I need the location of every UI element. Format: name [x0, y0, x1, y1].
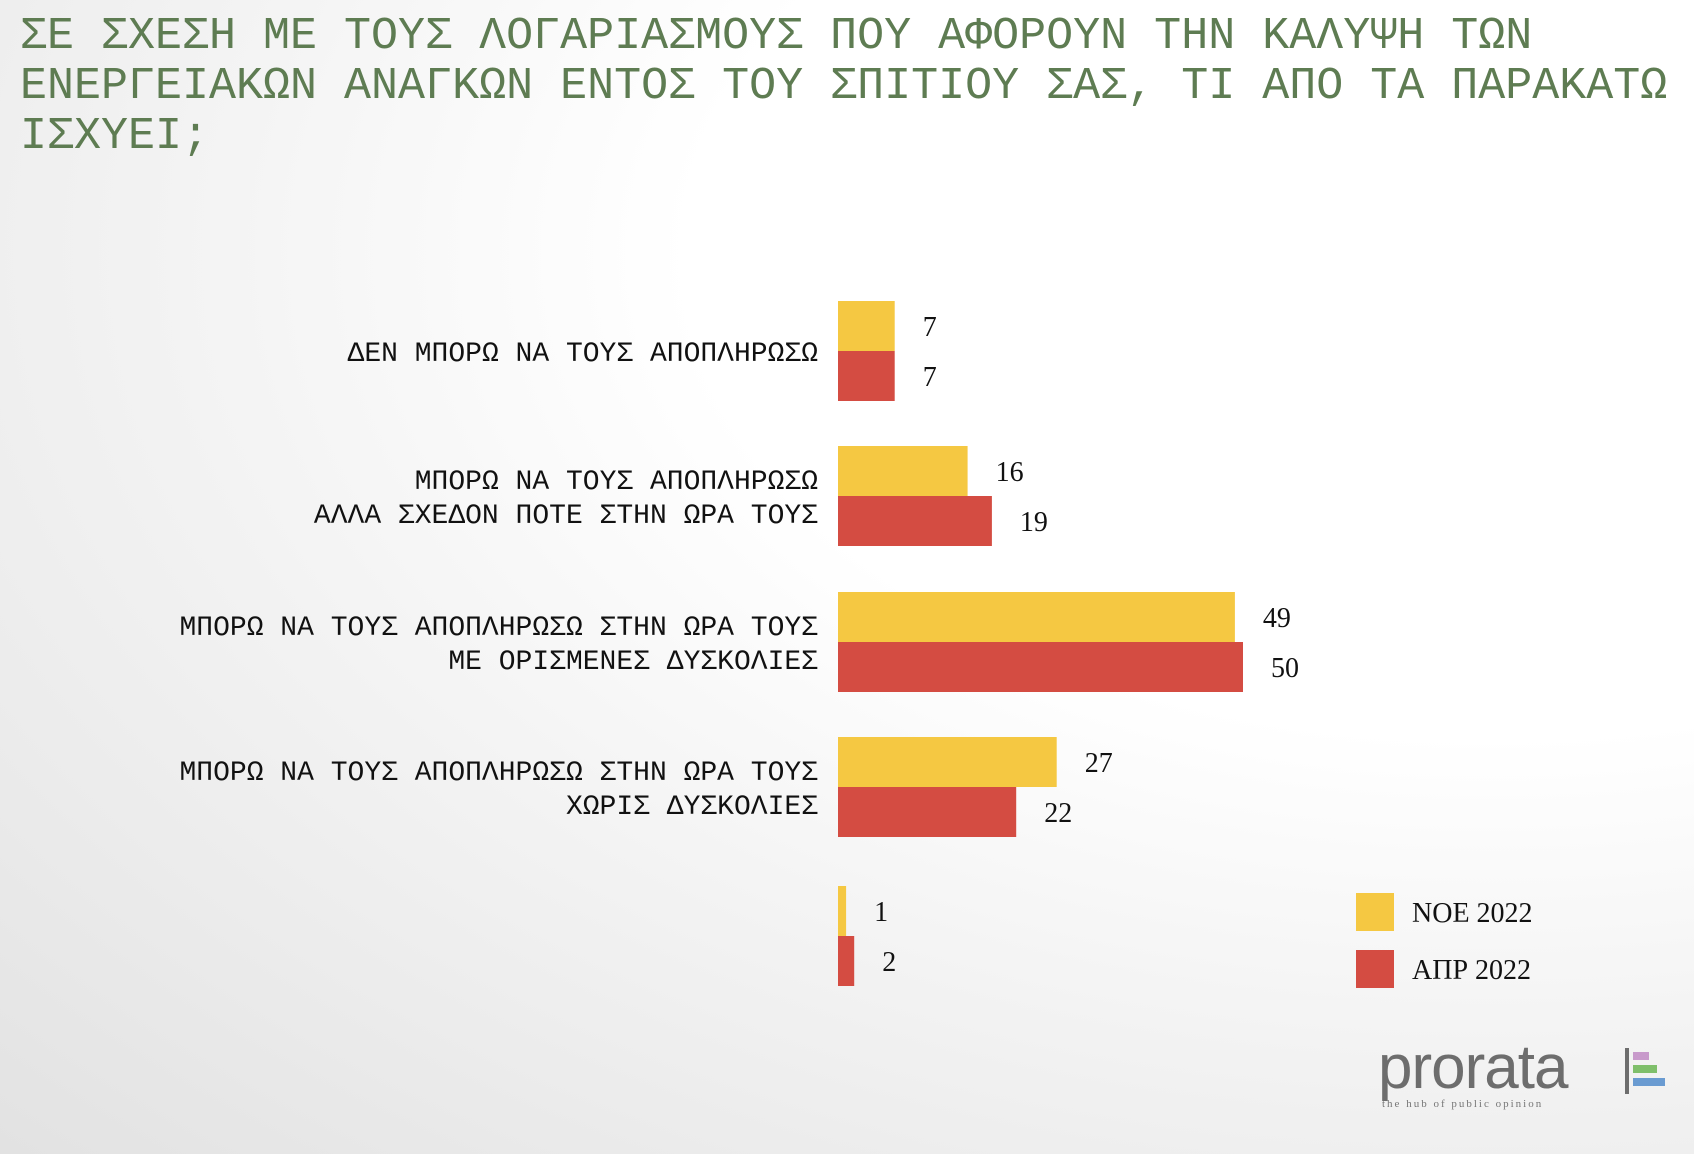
- prorata-logo: prorata the hub of public opinion: [1378, 1033, 1668, 1115]
- category-label: ΜΠΟΡΩ ΝΑ ΤΟΥΣ ΑΠΟΠΛΗΡΩΣΩ ΣΤΗΝ ΩΡΑ ΤΟΥΣ: [179, 613, 818, 644]
- logo-bars-icon: [1625, 1048, 1665, 1094]
- data-label: 16: [996, 457, 1024, 488]
- category-label: ΜΠΟΡΩ ΝΑ ΤΟΥΣ ΑΠΟΠΛΗΡΩΣΩ: [415, 467, 818, 498]
- data-label: 50: [1271, 653, 1299, 684]
- bar-series-2: [838, 787, 1017, 837]
- bar-series-1: [838, 446, 968, 496]
- legend-label: ΝΟΕ 2022: [1412, 898, 1533, 929]
- legend-swatch: [1356, 893, 1394, 931]
- bar-series-1: [838, 886, 847, 936]
- logo-tagline: the hub of public opinion: [1382, 1098, 1544, 1110]
- data-label: 49: [1263, 603, 1291, 634]
- data-label: 27: [1085, 748, 1113, 779]
- data-label: 2: [882, 947, 896, 978]
- legend-label: ΑΠΡ 2022: [1412, 955, 1531, 986]
- bar-series-1: [838, 592, 1235, 642]
- category-label: ΑΛΛΑ ΣΧΕΔΟΝ ΠΟΤΕ ΣΤΗΝ ΩΡΑ ΤΟΥΣ: [314, 501, 818, 532]
- category-label: ΧΩΡΙΣ ΔΥΣΚΟΛΙΕΣ: [566, 792, 818, 823]
- category-label: ΜΕ ΟΡΙΣΜΕΝΕΣ ΔΥΣΚΟΛΙΕΣ: [448, 647, 818, 678]
- data-label: 19: [1020, 507, 1048, 538]
- bar-series-2: [838, 642, 1243, 692]
- data-label: 22: [1044, 798, 1072, 829]
- bar-series-1: [838, 737, 1057, 787]
- bar-series-2: [838, 496, 992, 546]
- bar-series-2: [838, 936, 855, 986]
- legend-swatch: [1356, 950, 1394, 988]
- data-label: 1: [874, 897, 888, 928]
- logo-wordmark: prorata: [1378, 1033, 1568, 1102]
- bar-series-1: [838, 301, 895, 351]
- category-label: ΜΠΟΡΩ ΝΑ ΤΟΥΣ ΑΠΟΠΛΗΡΩΣΩ ΣΤΗΝ ΩΡΑ ΤΟΥΣ: [179, 758, 818, 789]
- data-label: 7: [923, 362, 937, 393]
- category-label: ΔΕΝ ΜΠΟΡΩ ΝΑ ΤΟΥΣ ΑΠΟΠΛΗΡΩΣΩ: [348, 339, 819, 370]
- bar-series-2: [838, 351, 895, 401]
- chart-title: ΣΕ ΣΧΕΣΗ ΜΕ ΤΟΥΣ ΛΟΓΑΡΙΑΣΜΟΥΣ ΠΟΥ ΑΦΟΡΟΥ…: [20, 11, 1668, 162]
- data-label: 7: [923, 312, 937, 343]
